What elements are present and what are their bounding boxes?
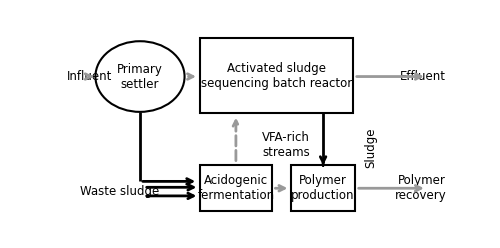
Bar bbox=[200, 165, 272, 211]
Text: VFA-rich
streams: VFA-rich streams bbox=[262, 131, 310, 159]
Text: Sludge: Sludge bbox=[364, 128, 377, 168]
Text: Waste sludge: Waste sludge bbox=[80, 185, 159, 198]
Ellipse shape bbox=[96, 41, 184, 112]
Text: Polymer
recovery: Polymer recovery bbox=[394, 174, 446, 202]
Bar bbox=[291, 165, 355, 211]
Text: Polymer
production: Polymer production bbox=[292, 174, 355, 202]
Text: Activated sludge
sequencing batch reactor: Activated sludge sequencing batch reacto… bbox=[201, 62, 352, 90]
Text: Acidogenic
fermentation: Acidogenic fermentation bbox=[198, 174, 274, 202]
Text: Effluent: Effluent bbox=[400, 70, 446, 83]
Text: Primary
settler: Primary settler bbox=[117, 62, 163, 91]
Text: Influent: Influent bbox=[66, 70, 112, 83]
Bar bbox=[200, 38, 353, 113]
